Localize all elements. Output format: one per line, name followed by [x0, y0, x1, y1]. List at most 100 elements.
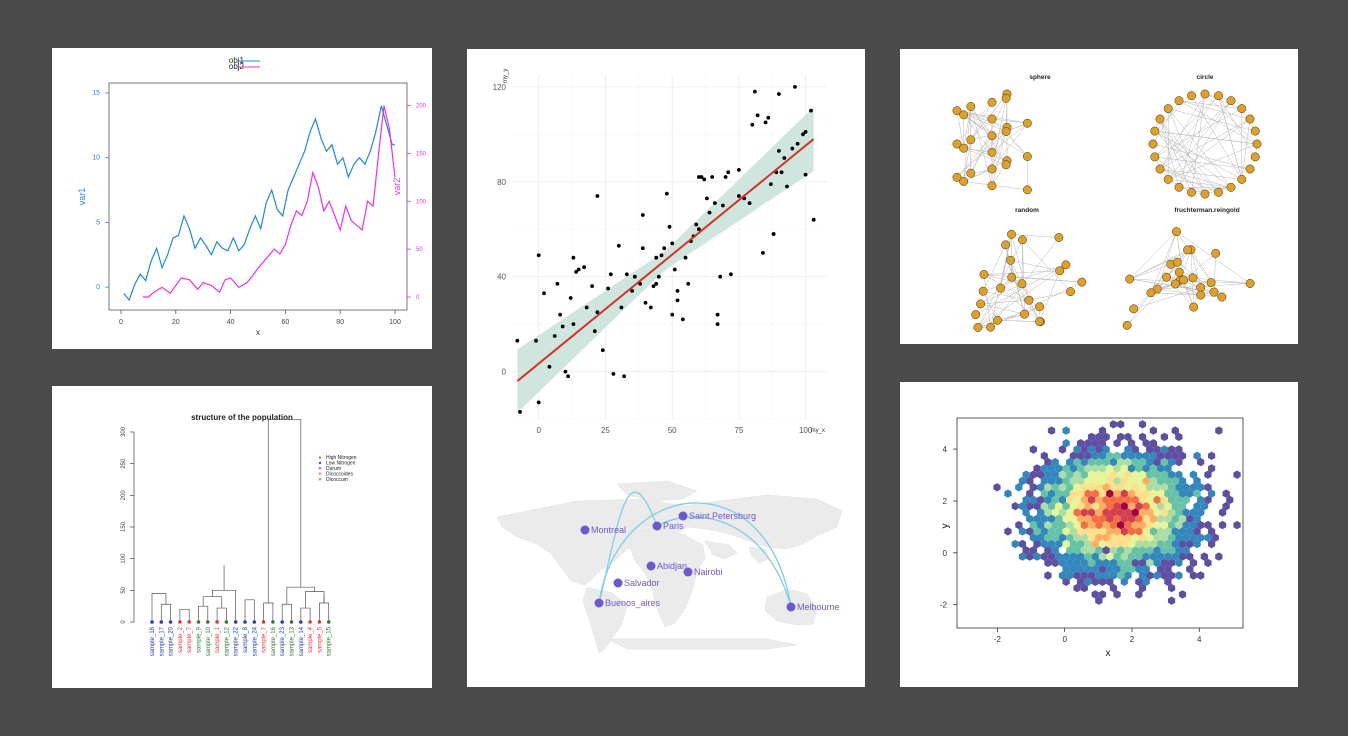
hex-bin [1080, 445, 1088, 454]
scatter-point [672, 267, 677, 272]
hex-bin [1127, 451, 1136, 460]
hex-bin [1135, 489, 1143, 498]
scatter-point [790, 146, 795, 151]
leaf-label: sample_15 [327, 626, 333, 656]
hex-bin [1080, 558, 1088, 568]
hex-bin [1171, 514, 1179, 523]
hex-bin [1044, 495, 1052, 505]
y-tick-label: 200 [121, 490, 127, 501]
network-edge [1192, 277, 1251, 284]
hex-bin [1084, 476, 1092, 486]
hex-bin [1095, 432, 1103, 442]
network-node [993, 315, 1002, 325]
hex-bin [1193, 451, 1201, 460]
hex-bin [1124, 445, 1132, 454]
hex-bin [1106, 552, 1114, 561]
hex-bin [1131, 520, 1139, 530]
hex-bin [1047, 539, 1056, 549]
city-point [678, 511, 688, 521]
hex-bin [1127, 527, 1136, 536]
hex-bin [1142, 552, 1150, 561]
hex-bin [1186, 565, 1194, 574]
hex-bin [1127, 565, 1136, 574]
hex-bin [1117, 508, 1125, 517]
hex-bin [1073, 495, 1081, 505]
network-edge [1166, 276, 1201, 296]
network-edge [963, 168, 993, 182]
network-node [978, 286, 988, 296]
hex-bin [1098, 577, 1107, 586]
network-node [987, 97, 997, 107]
scatter-point [560, 324, 565, 329]
scatter-point [710, 175, 715, 179]
dendrogram-panel: structure of the population 0 50 100 150 200 2… [52, 386, 432, 688]
hex-bin [1015, 483, 1023, 492]
leaf-label: sample_7 [187, 626, 193, 653]
network-layouts-panel: sphere circle random fruchterman.reingold [900, 49, 1298, 344]
hex-bin [1091, 489, 1099, 498]
scatter-point [632, 274, 637, 279]
hex-bin [1077, 489, 1085, 498]
x-axis-label: x [1106, 648, 1111, 659]
hex-bin [1197, 571, 1205, 580]
hex-bin [1044, 533, 1052, 542]
hex-bin [1109, 533, 1117, 542]
hex-bin [1124, 483, 1132, 492]
scatter-point [619, 305, 624, 310]
hex-bin [1117, 495, 1125, 505]
hex-bin [1197, 533, 1205, 542]
hex-bin [1058, 533, 1067, 542]
hex-bin [1073, 457, 1081, 467]
hex-bin [1120, 552, 1128, 561]
hex-bin [1189, 558, 1198, 568]
scatter-point [670, 241, 675, 246]
network-node [987, 131, 997, 141]
hex-bin [1080, 546, 1088, 555]
network-edge [991, 123, 1028, 170]
network-edge [977, 306, 1040, 328]
hex-bin [1037, 533, 1045, 542]
network-edge [1157, 249, 1192, 290]
hex-bin [1077, 539, 1085, 549]
hex-bin [1218, 508, 1227, 517]
hex-bin [1033, 552, 1041, 561]
network-node [1188, 273, 1198, 283]
scatter-point [809, 108, 813, 113]
scatter-point [536, 253, 541, 258]
hex-bin [1069, 476, 1077, 486]
scatter-point [592, 329, 597, 334]
scatter-point [761, 251, 765, 255]
hex-bin [1087, 508, 1096, 517]
hex-bin [1178, 552, 1187, 561]
hex-bin [1138, 520, 1147, 530]
hex-bin [1044, 520, 1052, 530]
hex-bin [1146, 445, 1154, 454]
hex-bin [1022, 546, 1030, 555]
hex-bin [1051, 495, 1059, 505]
hex-bin [1193, 502, 1201, 511]
hex-bin [1087, 558, 1096, 568]
hex-bin [1171, 552, 1179, 561]
y-left-tick-label: 0 [96, 284, 100, 291]
hex-bin [1098, 439, 1107, 448]
hex-bin [1168, 470, 1176, 479]
hex-bin [1124, 508, 1132, 517]
hex-bin [1175, 445, 1183, 454]
hex-bin [1073, 546, 1081, 555]
hex-bin [1157, 489, 1165, 498]
hex-bin [1018, 476, 1027, 486]
hex-bin [1160, 445, 1168, 454]
hex-bin [1189, 533, 1198, 542]
hex-bin [1044, 483, 1052, 492]
hex-bin [1044, 470, 1052, 479]
hex-bin [1102, 470, 1110, 479]
hex-bin [1102, 508, 1110, 517]
hex-bin [1109, 483, 1117, 492]
hex-bin [1047, 464, 1056, 473]
hex-bin [1142, 565, 1150, 574]
network-node [952, 139, 962, 149]
network-node [1055, 266, 1065, 276]
hex-bin [1015, 520, 1023, 530]
hex-bin [1182, 508, 1190, 517]
hex-bin [1120, 451, 1128, 460]
